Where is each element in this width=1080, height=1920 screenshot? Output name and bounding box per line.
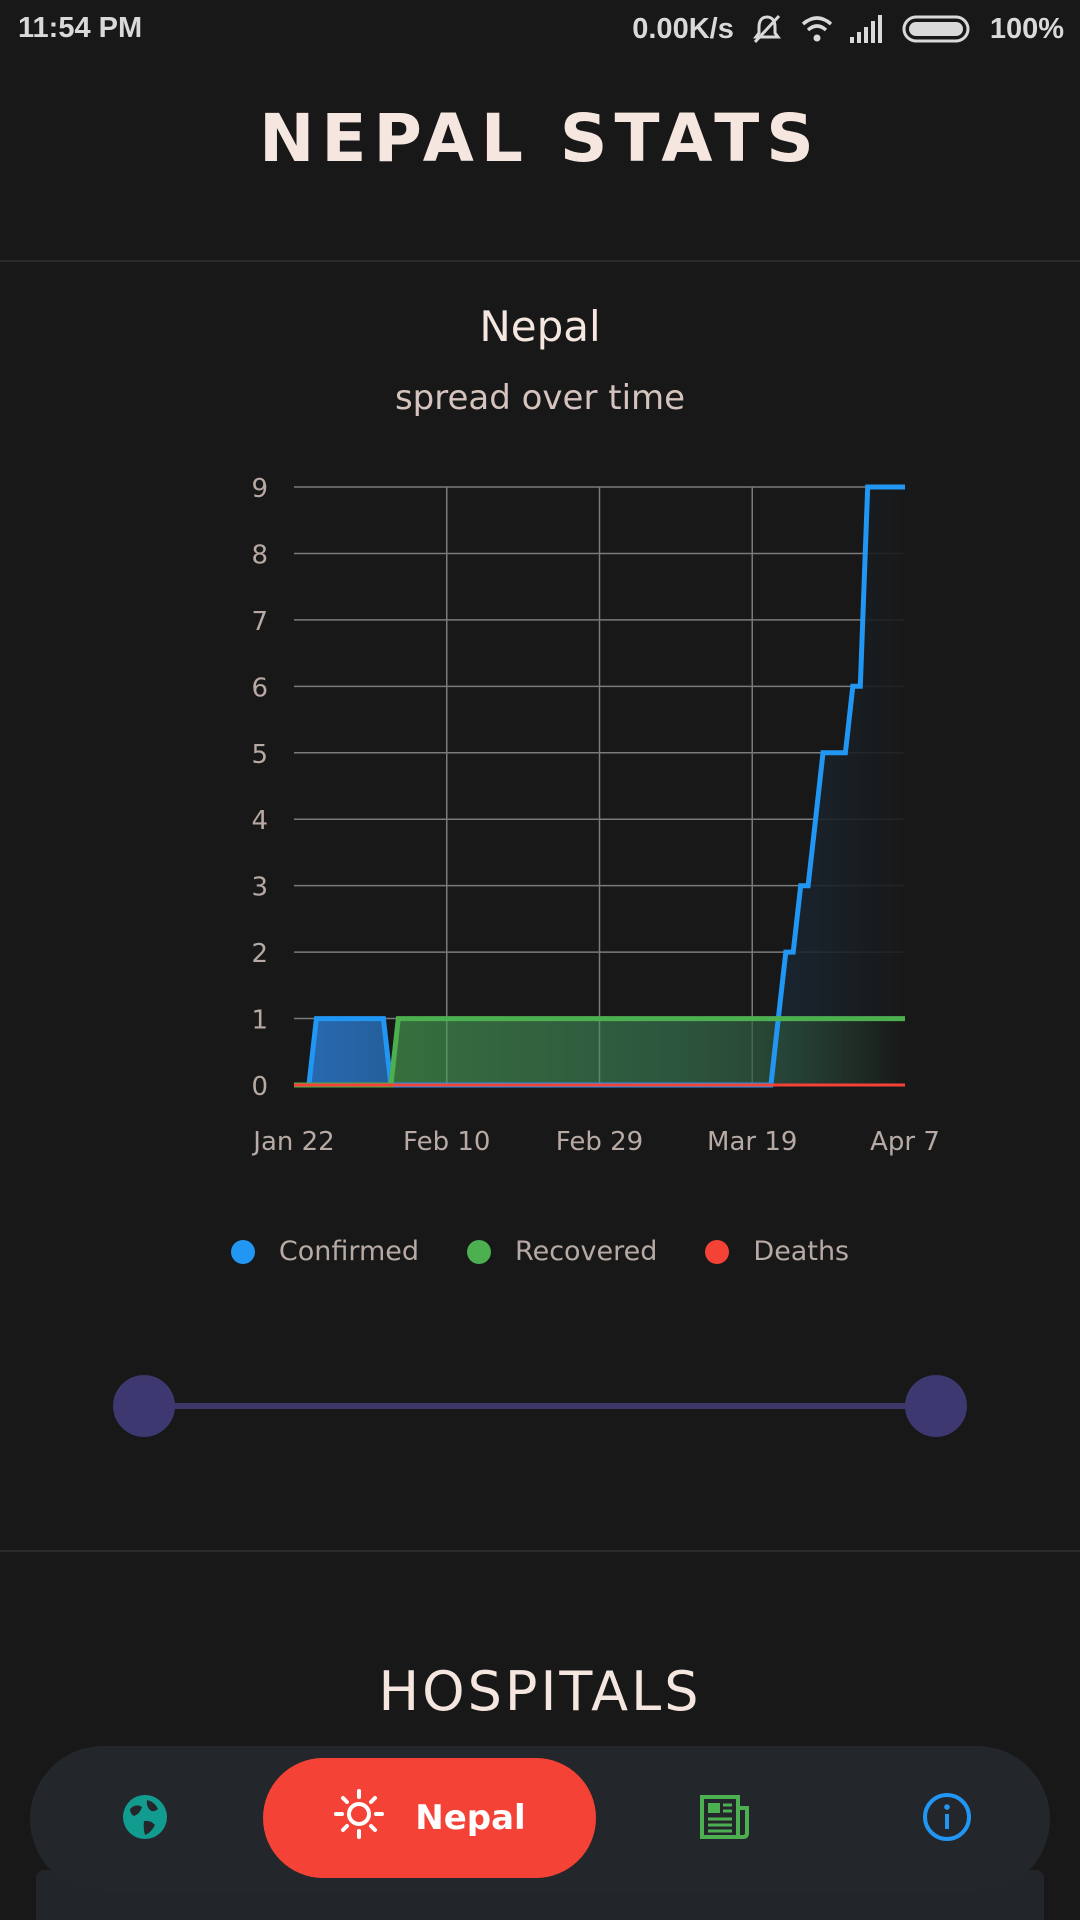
slider-handle-start[interactable] — [113, 1375, 175, 1437]
legend-label: Recovered — [515, 1236, 658, 1267]
header-divider — [0, 260, 1080, 262]
signal-icon — [849, 15, 886, 43]
y-tick-label: 0 — [251, 1072, 268, 1102]
nav-nepal[interactable]: Nepal — [263, 1758, 596, 1878]
series-line-confirmed — [294, 484, 905, 1088]
chart-subtitle: spread over time — [394, 378, 686, 418]
y-tick-label: 5 — [251, 740, 268, 770]
area-recovered — [294, 1018, 905, 1085]
legend-label: Deaths — [753, 1236, 850, 1267]
legend-item-deaths[interactable]: Deaths — [705, 1236, 849, 1267]
info-icon — [922, 1792, 972, 1846]
legend-dot-confirmed — [230, 1239, 255, 1264]
bottom-nav: Nepal — [30, 1746, 1050, 1892]
status-time: 11:54 PM — [18, 12, 143, 44]
battery-level: 100% — [989, 12, 1064, 45]
y-tick-label: 8 — [251, 540, 268, 570]
legend-label: Confirmed — [278, 1236, 420, 1267]
x-tick-label: Feb 10 — [403, 1127, 490, 1157]
slider-track[interactable] — [143, 1403, 937, 1409]
wifi-icon — [800, 14, 834, 44]
y-tick-label: 7 — [251, 607, 268, 637]
y-tick-label: 1 — [251, 1006, 268, 1036]
sun-icon — [333, 1788, 385, 1849]
chart-legend: Confirmed Recovered Deaths — [0, 1236, 1080, 1267]
y-tick-label: 3 — [251, 873, 268, 903]
status-indicators: 0.00K/s 100% — [632, 12, 1064, 46]
nav-news[interactable] — [660, 1746, 790, 1892]
slider-handle-end[interactable] — [905, 1375, 967, 1437]
legend-item-recovered[interactable]: Recovered — [467, 1236, 657, 1267]
app-title: NEPAL STATS — [259, 100, 821, 177]
chart-title: Nepal — [479, 302, 601, 351]
legend-item-confirmed[interactable]: Confirmed — [230, 1236, 420, 1267]
globe-icon — [120, 1792, 170, 1846]
nav-info[interactable] — [882, 1746, 1012, 1892]
x-tick-label: Mar 19 — [707, 1127, 797, 1157]
mute-icon — [750, 12, 784, 46]
legend-dot-recovered — [467, 1239, 492, 1264]
battery-icon — [902, 14, 974, 44]
x-tick-label: Apr 7 — [870, 1127, 940, 1157]
date-range-slider[interactable] — [113, 1375, 967, 1437]
hospitals-heading: HOSPITALS — [378, 1660, 702, 1723]
nav-nepal-label: Nepal — [415, 1798, 526, 1838]
x-tick-label: Feb 29 — [556, 1127, 643, 1157]
x-tick-label: Jan 22 — [251, 1127, 334, 1157]
spread-chart: 0 1 2 3 4 5 6 7 8 9 Jan 22 Feb 10 Feb 29 Mar 19 Apr 7 — [251, 474, 940, 1157]
legend-dot-deaths — [705, 1239, 730, 1264]
nav-world[interactable] — [80, 1746, 210, 1892]
y-tick-label: 2 — [251, 939, 268, 969]
status-bar: 11:54 PM 0.00K/s 100% — [0, 0, 1080, 60]
y-tick-label: 9 — [251, 474, 268, 504]
y-tick-label: 4 — [251, 806, 268, 836]
section-divider — [0, 1550, 1080, 1552]
y-tick-label: 6 — [251, 673, 268, 703]
network-speed: 0.00K/s — [632, 12, 734, 45]
newspaper-icon — [699, 1794, 751, 1844]
